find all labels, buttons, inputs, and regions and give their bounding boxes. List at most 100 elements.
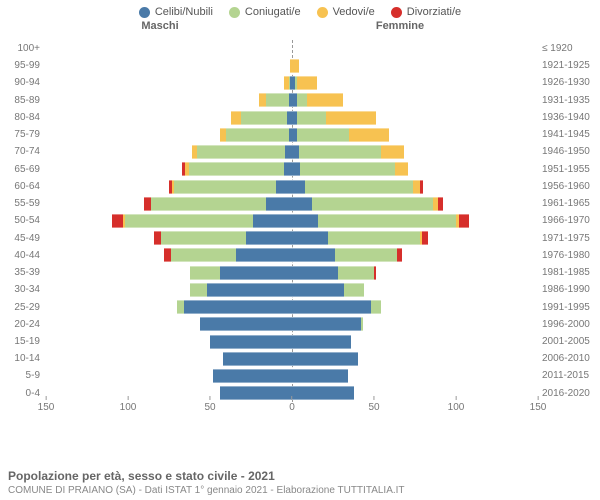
segment-single — [292, 248, 335, 262]
age-label: 10-14 — [6, 350, 40, 367]
birth-label: 1986-1990 — [542, 281, 594, 298]
bar-row — [46, 248, 538, 262]
segment-single — [266, 197, 292, 211]
segment-married — [161, 231, 246, 245]
bar-row — [46, 111, 538, 125]
segment-single — [253, 214, 292, 228]
male-bar — [231, 111, 292, 125]
age-label: 55-59 — [6, 195, 40, 212]
birth-label: 1971-1975 — [542, 230, 594, 247]
male-bar — [223, 352, 292, 366]
age-label: 60-64 — [6, 178, 40, 195]
legend: Celibi/Nubili Coniugati/e Vedovi/e Divor… — [0, 0, 600, 20]
segment-married — [174, 180, 276, 194]
birth-label: 2001-2005 — [542, 333, 594, 350]
legend-item-divorced: Divorziati/e — [391, 6, 461, 18]
segment-married — [190, 266, 220, 280]
female-bar — [292, 76, 317, 90]
segment-single — [292, 231, 328, 245]
segment-single — [210, 335, 292, 349]
birth-label: 1991-1995 — [542, 299, 594, 316]
bar-row — [46, 197, 538, 211]
female-bar — [292, 231, 428, 245]
x-tick: 150 — [530, 396, 547, 413]
female-bar — [292, 369, 348, 383]
segment-single — [236, 248, 292, 262]
segment-divorced — [422, 231, 429, 245]
bar-row — [46, 266, 538, 280]
segment-single — [292, 197, 312, 211]
birth-label: 2006-2010 — [542, 350, 594, 367]
female-bar — [292, 283, 364, 297]
female-bar — [292, 93, 343, 107]
x-tick-label: 0 — [289, 402, 295, 413]
male-bar — [144, 197, 292, 211]
birth-label: 2011-2015 — [542, 367, 594, 384]
gender-headers: Maschi Femmine — [0, 20, 600, 32]
chart-area: Fasce di età Anni di nascita 100+95-9990… — [0, 32, 600, 432]
segment-married — [338, 266, 374, 280]
x-tick-label: 150 — [530, 402, 547, 413]
birth-label: 1936-1940 — [542, 109, 594, 126]
segment-divorced — [438, 197, 443, 211]
female-bar — [292, 59, 299, 73]
age-label: 30-34 — [6, 281, 40, 298]
x-tick: 100 — [448, 396, 465, 413]
female-bar — [292, 300, 381, 314]
male-bar — [177, 300, 292, 314]
segment-divorced — [459, 214, 469, 228]
segment-married — [297, 93, 307, 107]
x-tick-label: 100 — [120, 402, 137, 413]
male-bar — [154, 231, 292, 245]
segment-married — [125, 214, 253, 228]
bar-row — [46, 283, 538, 297]
segment-single — [200, 317, 292, 331]
birth-label: 1976-1980 — [542, 247, 594, 264]
birth-label: 2016-2020 — [542, 385, 594, 402]
plot-area — [46, 40, 538, 402]
bar-row — [46, 93, 538, 107]
segment-single — [292, 214, 318, 228]
bar-row — [46, 59, 538, 73]
bar-row — [46, 76, 538, 90]
swatch-married — [229, 7, 240, 18]
segment-widowed — [292, 59, 299, 73]
bar-row — [46, 231, 538, 245]
male-bar — [169, 180, 292, 194]
birth-label: 1966-1970 — [542, 212, 594, 229]
birth-label: 1931-1935 — [542, 92, 594, 109]
male-bar — [200, 317, 292, 331]
segment-single — [292, 352, 358, 366]
female-bar — [292, 145, 404, 159]
bar-row — [46, 42, 538, 56]
birth-labels: ≤ 19201921-19251926-19301931-19351936-19… — [542, 40, 594, 402]
female-bar — [292, 111, 376, 125]
female-bar — [292, 266, 376, 280]
bar-row — [46, 145, 538, 159]
segment-single — [207, 283, 292, 297]
age-label: 35-39 — [6, 264, 40, 281]
x-tick: 100 — [120, 396, 137, 413]
x-axis: 15010050050100150 — [46, 396, 538, 410]
segment-widowed — [381, 145, 404, 159]
segment-married — [189, 162, 284, 176]
age-labels: 100+95-9990-9485-8980-8475-7970-7465-696… — [6, 40, 40, 402]
segment-married — [312, 197, 433, 211]
segment-single — [276, 180, 292, 194]
segment-married — [241, 111, 287, 125]
female-bar — [292, 335, 351, 349]
age-label: 0-4 — [6, 385, 40, 402]
segment-widowed — [231, 111, 241, 125]
female-bar — [292, 162, 408, 176]
segment-married — [318, 214, 456, 228]
female-bar — [292, 214, 469, 228]
male-bar — [259, 93, 292, 107]
segment-single — [292, 266, 338, 280]
segment-single — [292, 300, 371, 314]
age-label: 20-24 — [6, 316, 40, 333]
age-label: 95-99 — [6, 57, 40, 74]
bar-row — [46, 369, 538, 383]
x-tick: 0 — [289, 396, 295, 413]
age-label: 65-69 — [6, 161, 40, 178]
segment-divorced — [112, 214, 123, 228]
